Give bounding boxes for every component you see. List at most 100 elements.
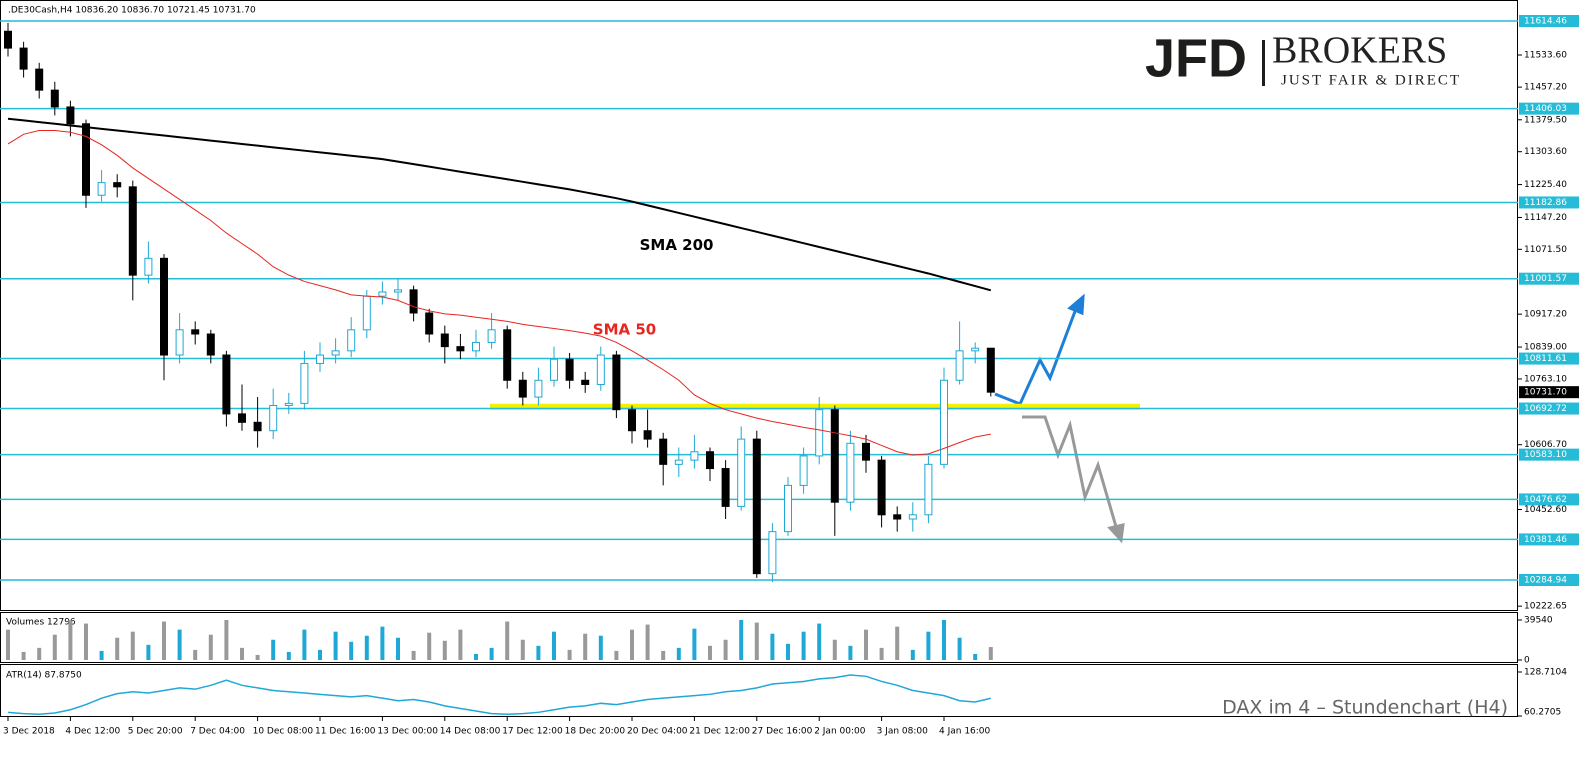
volume-bar xyxy=(801,631,806,660)
candle-body xyxy=(378,291,387,297)
candle-body xyxy=(815,409,824,457)
logo: JFD BROKERS JUST FAIR & DIRECT xyxy=(1145,28,1461,88)
x-tick-label: 14 Dec 08:00 xyxy=(440,727,501,737)
volume-bar xyxy=(458,629,463,660)
volume-bar xyxy=(848,645,853,660)
volume-bar xyxy=(895,626,900,660)
candle-body xyxy=(113,182,122,188)
level-label: 10583.10 xyxy=(1524,450,1567,460)
volume-bar xyxy=(6,629,10,660)
volume-bar xyxy=(286,651,291,660)
candle-body xyxy=(394,289,402,293)
scenario-arrows xyxy=(994,293,1125,544)
volume-bar xyxy=(146,644,151,660)
x-tick-label: 10 Dec 08:00 xyxy=(253,727,314,737)
bearish-arrowhead xyxy=(1107,523,1125,544)
volume-bar xyxy=(864,629,868,660)
level-label-box xyxy=(1519,448,1579,461)
volume-bar xyxy=(505,621,510,660)
level-label: 10476.62 xyxy=(1524,495,1567,505)
volume-bar xyxy=(255,654,260,660)
x-tick-label: 7 Dec 04:00 xyxy=(190,727,245,737)
volume-bar xyxy=(177,629,182,660)
level-label: 10811.61 xyxy=(1524,354,1567,364)
y-tick-label: 128.7104 xyxy=(1524,668,1567,678)
y-tick-label: 11303.60 xyxy=(1524,147,1567,157)
candle-body xyxy=(565,358,574,381)
candle-body xyxy=(752,438,761,575)
candle-body xyxy=(674,459,683,465)
volume-bar xyxy=(474,653,478,660)
bullish-arrow xyxy=(994,305,1079,406)
last-price-label: 10731.70 xyxy=(1524,388,1567,398)
x-tick-label: 3 Jan 08:00 xyxy=(877,727,929,737)
volume-bar xyxy=(583,633,588,660)
atr-panel xyxy=(0,664,1518,717)
volume-bar xyxy=(21,651,26,660)
volume-title: Volumes 12796 xyxy=(6,618,76,628)
candle-body xyxy=(19,47,28,70)
candle-body xyxy=(924,463,933,516)
volume-bar xyxy=(442,640,447,660)
candle-body xyxy=(4,30,12,49)
volume-bar xyxy=(910,649,915,660)
level-label-box xyxy=(1519,102,1579,115)
volume-bar xyxy=(630,629,634,660)
candle-body xyxy=(144,257,153,276)
candle-body xyxy=(986,347,995,393)
candle-body xyxy=(534,379,543,398)
y-tick-label: 11457.20 xyxy=(1524,83,1567,93)
sma-line xyxy=(7,130,991,456)
volume-bar xyxy=(567,649,572,660)
level-label-box xyxy=(1519,402,1579,415)
y-tick-label: 11147.20 xyxy=(1524,213,1567,223)
candle-body xyxy=(66,106,75,125)
y-tick-label: 10222.65 xyxy=(1524,602,1567,612)
candle-body xyxy=(472,341,480,352)
frames xyxy=(0,0,1518,717)
volume-bar xyxy=(645,624,650,660)
y-tick-label: 10452.60 xyxy=(1524,505,1567,515)
x-tick-label: 20 Dec 04:00 xyxy=(627,727,688,737)
x-tick-label: 11 Dec 16:00 xyxy=(315,727,376,737)
candle-body xyxy=(409,289,418,314)
x-tick-label: 21 Dec 12:00 xyxy=(689,727,750,737)
volume-bar xyxy=(770,633,775,660)
candle-body xyxy=(331,350,340,356)
volume-bar xyxy=(708,645,712,660)
x-tick-label: 18 Dec 20:00 xyxy=(565,727,626,737)
main-panel xyxy=(0,0,1518,611)
volume-bar xyxy=(739,620,744,660)
volume-plot: 0 39540 xyxy=(6,616,1553,666)
level-label: 10692.72 xyxy=(1524,404,1567,414)
candle-body xyxy=(768,531,777,575)
candle-body xyxy=(440,333,449,348)
volume-bar xyxy=(84,623,88,660)
level-label-box xyxy=(1519,533,1579,546)
logo-divider xyxy=(1262,40,1265,86)
candle-body xyxy=(362,295,371,331)
candle-body xyxy=(737,438,746,507)
y-tick-label: 0 xyxy=(1524,656,1530,666)
volume-bar xyxy=(723,639,728,660)
candle-body xyxy=(659,438,668,465)
candle-body xyxy=(596,354,605,385)
logo-tagline: JUST FAIR & DIRECT xyxy=(1281,72,1461,88)
volume-bar xyxy=(318,649,322,660)
candle-body xyxy=(456,346,465,352)
volume-bar xyxy=(224,620,229,660)
candle-body xyxy=(238,413,246,423)
volume-bar xyxy=(333,631,338,660)
candle-body xyxy=(643,430,652,440)
candle-body xyxy=(971,347,980,352)
atr-plot: 60.2705 128.7104 xyxy=(7,668,1567,718)
volume-bar xyxy=(598,635,603,660)
y-tick-label: 11379.50 xyxy=(1524,115,1567,125)
x-tick-label: 4 Dec 12:00 xyxy=(65,727,120,737)
level-label-box xyxy=(1519,14,1579,27)
volume-bar xyxy=(536,645,541,660)
y-tick-label: 10763.10 xyxy=(1524,374,1567,384)
candle-body xyxy=(191,329,200,335)
atr-title: ATR(14) 87.8750 xyxy=(6,671,82,681)
